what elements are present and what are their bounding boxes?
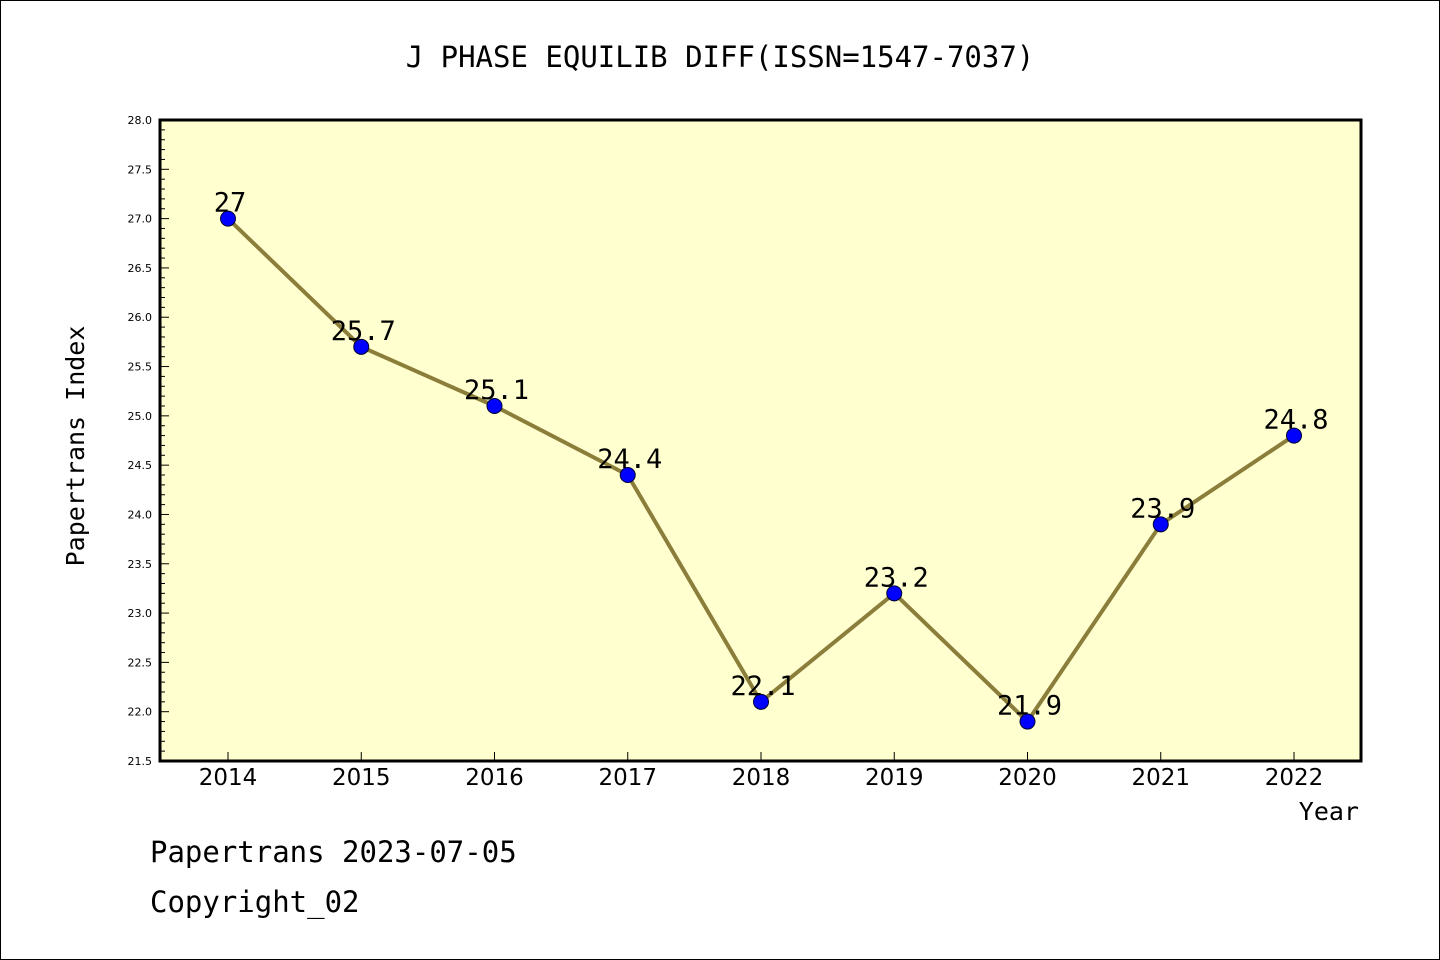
footer-date: Papertrans 2023-07-05 xyxy=(150,835,517,869)
data-label-2020: 21.9 xyxy=(997,691,1062,722)
data-point-2014 xyxy=(220,210,236,227)
x-tick-label: 2020 xyxy=(998,765,1057,791)
data-label-2014: 27 xyxy=(214,188,247,219)
x-tick-label: 2015 xyxy=(332,765,391,791)
data-labels: 27 25.7 25.1 24.4 22.1 23.2 21.9 23.9 24.8 xyxy=(214,188,1329,722)
y-tick-label: 23.0 xyxy=(128,607,153,620)
data-point-2019 xyxy=(886,585,903,602)
data-point-2021 xyxy=(1152,516,1169,533)
data-label-2018: 22.1 xyxy=(730,671,795,702)
y-tick-label: 26.0 xyxy=(128,311,153,324)
data-label-2016: 25.1 xyxy=(464,375,529,406)
x-tick-label: 2018 xyxy=(732,765,791,791)
data-label-2019: 23.2 xyxy=(864,562,929,593)
y-tick-label: 27.0 xyxy=(128,213,153,226)
plot-border xyxy=(158,118,1363,763)
data-point-2022 xyxy=(1286,427,1302,444)
x-axis: 2014 2015 2016 2017 2018 2019 2020 2021 2022 xyxy=(199,752,1324,791)
y-tick-label: 25.0 xyxy=(128,410,153,423)
data-point-2020 xyxy=(1019,713,1036,730)
y-tick-label: 26.5 xyxy=(128,262,153,275)
y-tick-label: 28.0 xyxy=(128,114,153,127)
data-point-2015 xyxy=(353,338,370,355)
data-label-2021: 23.9 xyxy=(1130,493,1195,524)
y-axis: 21.5 22.0 22.5 23.0 23.5 24.0 24.5 25.0 25.5 26.0… xyxy=(128,114,169,768)
data-point-2017 xyxy=(619,467,636,484)
x-tick-label: 2021 xyxy=(1131,765,1190,791)
y-tick-label: 27.5 xyxy=(128,163,153,176)
data-point-2018 xyxy=(753,693,769,710)
x-tick-label: 2014 xyxy=(199,765,258,791)
y-tick-label: 22.0 xyxy=(128,706,153,719)
data-label-2022: 24.8 xyxy=(1263,405,1328,436)
x-tick-label: 2016 xyxy=(465,765,524,791)
y-tick-label: 21.5 xyxy=(128,755,153,768)
y-axis-label: Papertrans Index xyxy=(61,326,90,567)
data-label-2017: 24.4 xyxy=(597,444,662,475)
chart-title: J PHASE EQUILIB DIFF(ISSN=1547-7037) xyxy=(406,40,1035,74)
series-markers xyxy=(220,210,1302,730)
y-tick-label: 22.5 xyxy=(128,656,153,669)
footer-copyright: Copyright_02 xyxy=(150,885,360,919)
x-axis-label: Year xyxy=(1299,797,1359,826)
x-tick-label: 2017 xyxy=(598,765,657,791)
x-tick-label: 2019 xyxy=(865,765,924,791)
data-point-2016 xyxy=(486,397,503,414)
data-label-2015: 25.7 xyxy=(331,316,396,347)
y-tick-label: 25.5 xyxy=(128,361,153,374)
plot-area xyxy=(160,120,1361,761)
x-tick-label: 2022 xyxy=(1265,765,1324,791)
y-tick-label: 24.0 xyxy=(128,508,153,521)
y-tick-label: 23.5 xyxy=(128,558,153,571)
y-tick-label: 24.5 xyxy=(128,459,153,472)
